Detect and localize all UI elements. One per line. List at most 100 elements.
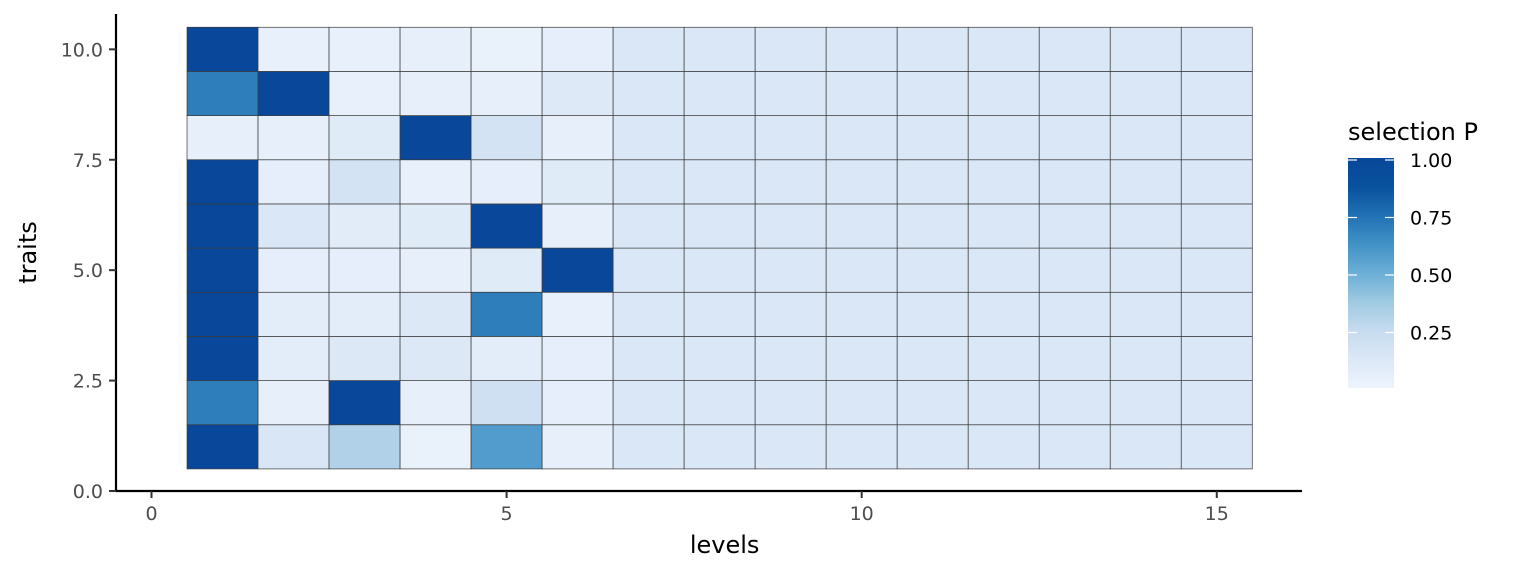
heatmap-cell: [1109, 115, 1182, 161]
heatmap-cell: [328, 336, 401, 381]
legend-label: 0.75: [1410, 208, 1452, 230]
heatmap-cells: [186, 26, 1253, 470]
heatmap-cell: [825, 159, 898, 205]
heatmap-cell: [399, 336, 472, 381]
heatmap-cell: [257, 336, 330, 381]
heatmap-cell: [328, 291, 401, 337]
heatmap-cell: [257, 115, 330, 161]
heatmap-cell: [1180, 203, 1253, 249]
heatmap-cell: [399, 380, 472, 426]
heatmap-cell: [186, 424, 259, 470]
x-tick-label: 5: [501, 503, 513, 525]
legend-label: 1.00: [1410, 150, 1452, 172]
legend-ticks: 1.00 0.75 0.50 0.25: [1348, 150, 1452, 345]
heatmap-cell: [186, 26, 259, 72]
heatmap-cell: [896, 336, 969, 381]
heatmap-cell: [257, 247, 330, 293]
heatmap-cell: [328, 247, 401, 293]
legend: selection P 1.00 0.75 0.50 0.25: [1348, 118, 1478, 388]
heatmap-cell: [186, 380, 259, 426]
heatmap-cell: [186, 247, 259, 293]
heatmap-cell: [825, 380, 898, 426]
heatmap-cell: [470, 115, 543, 161]
heatmap-cell: [754, 26, 827, 72]
heatmap-cell: [967, 247, 1040, 293]
heatmap-cell: [612, 380, 685, 426]
heatmap-cell: [825, 336, 898, 381]
heatmap-cell: [470, 424, 543, 470]
heatmap-cell: [683, 247, 756, 293]
heatmap-cell: [825, 247, 898, 293]
heatmap-cell: [328, 71, 401, 116]
heatmap-cell: [186, 115, 259, 161]
y-tick-label: 7.5: [73, 150, 103, 172]
heatmap-cell: [683, 336, 756, 381]
y-tick-label: 5.0: [73, 260, 103, 282]
heatmap-cell: [1109, 26, 1182, 72]
heatmap-cell: [967, 336, 1040, 381]
heatmap-cell: [825, 291, 898, 337]
heatmap-cell: [754, 115, 827, 161]
heatmap-cell: [328, 380, 401, 426]
heatmap-cell: [1109, 159, 1182, 205]
x-tick-label: 15: [1205, 503, 1229, 525]
heatmap-cell: [1180, 115, 1253, 161]
heatmap-cell: [1038, 424, 1111, 470]
heatmap-cell: [683, 291, 756, 337]
heatmap-cell: [399, 26, 472, 72]
legend-colorbar: [1348, 158, 1394, 388]
heatmap-cell: [612, 159, 685, 205]
heatmap-cell: [825, 203, 898, 249]
heatmap-cell: [896, 291, 969, 337]
heatmap-cell: [399, 424, 472, 470]
heatmap-cell: [1180, 336, 1253, 381]
heatmap-cell: [612, 71, 685, 116]
heatmap-cell: [541, 26, 614, 72]
legend-label: 0.50: [1410, 265, 1452, 287]
heatmap-cell: [612, 247, 685, 293]
heatmap-cell: [1109, 247, 1182, 293]
x-tick-label: 0: [145, 503, 157, 525]
heatmap-cell: [399, 71, 472, 116]
heatmap-cell: [825, 424, 898, 470]
heatmap-cell: [541, 115, 614, 161]
heatmap-cell: [683, 424, 756, 470]
heatmap-cell: [541, 380, 614, 426]
heatmap-cell: [612, 203, 685, 249]
y-tick-label: 2.5: [73, 371, 103, 393]
heatmap-cell: [967, 424, 1040, 470]
heatmap-cell: [186, 71, 259, 116]
heatmap-cell: [257, 26, 330, 72]
heatmap-cell: [257, 203, 330, 249]
heatmap-cell: [825, 71, 898, 116]
heatmap-cell: [967, 159, 1040, 205]
heatmap-cell: [1180, 380, 1253, 426]
heatmap-cell: [399, 115, 472, 161]
heatmap-cell: [1109, 424, 1182, 470]
heatmap-cell: [1038, 291, 1111, 337]
heatmap-cell: [1038, 71, 1111, 116]
heatmap-cell: [825, 115, 898, 161]
heatmap-cell: [470, 336, 543, 381]
heatmap-cell: [683, 380, 756, 426]
heatmap-cell: [1180, 291, 1253, 337]
heatmap-cell: [541, 424, 614, 470]
heatmap-cell: [754, 203, 827, 249]
heatmap-cell: [754, 71, 827, 116]
x-axis-ticks: 0 5 10 15: [145, 491, 1229, 525]
heatmap-cell: [541, 336, 614, 381]
heatmap-cell: [328, 115, 401, 161]
heatmap-cell: [967, 115, 1040, 161]
heatmap-cell: [1180, 26, 1253, 72]
heatmap-cell: [1180, 424, 1253, 470]
axes: [114, 14, 1302, 493]
heatmap-cell: [186, 203, 259, 249]
y-tick-label: 10.0: [61, 39, 103, 61]
heatmap-cell: [399, 203, 472, 249]
heatmap-cell: [896, 424, 969, 470]
heatmap-cell: [541, 291, 614, 337]
heatmap-cell: [1180, 247, 1253, 293]
heatmap-cell: [470, 26, 543, 72]
heatmap-cell: [896, 380, 969, 426]
heatmap-cell: [612, 115, 685, 161]
